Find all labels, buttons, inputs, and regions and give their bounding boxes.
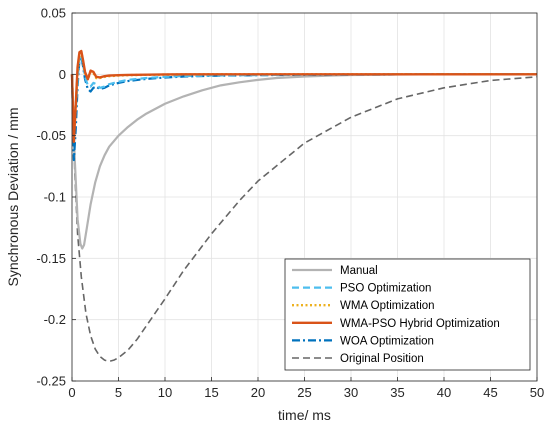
y-tick-label: -0.15 [36, 251, 66, 266]
x-tick-label: 45 [483, 385, 497, 400]
x-tick-label: 20 [251, 385, 265, 400]
x-tick-label: 5 [115, 385, 122, 400]
legend-label-5: Original Position [340, 353, 424, 365]
x-tick-label: 35 [390, 385, 404, 400]
x-tick-label: 30 [344, 385, 358, 400]
legend-label-2: WMA Optimization [340, 300, 435, 312]
tick-layer: 0 5 10 15 20 25 30 35 40 45 50 0.05 0 -0.05 -0.1 -0.15 -… [36, 6, 544, 401]
y-tick-label: 0.05 [41, 6, 66, 21]
series-line-3 [70, 49, 537, 144]
x-axis-label: time/ ms [278, 407, 331, 423]
series-line-5 [71, 74, 538, 363]
legend-label-1: PSO Optimization [340, 283, 431, 295]
legend-label-4: WOA Optimization [340, 335, 434, 347]
y-axis-label: Synchronous Deviation / mm [5, 108, 21, 287]
legend: Manual PSO Optimization WMA Optimization WM… [284, 258, 531, 371]
y-tick-label: -0.05 [36, 128, 66, 143]
legend-label-0: Manual [340, 265, 378, 277]
series-layer [70, 49, 538, 363]
x-tick-label: 15 [204, 385, 218, 400]
legend-box [284, 258, 531, 371]
x-tick-label: 50 [530, 385, 544, 400]
legend-label-3: WMA-PSO Hybrid Optimization [340, 318, 500, 330]
y-tick-label: -0.1 [44, 190, 66, 205]
y-tick-label: -0.25 [36, 374, 66, 389]
x-tick-label: 10 [158, 385, 172, 400]
x-tick-label: 40 [437, 385, 451, 400]
y-tick-label: -0.2 [44, 312, 66, 327]
x-tick-label: 25 [297, 385, 311, 400]
y-tick-label: 0 [59, 67, 66, 82]
x-tick-label: 0 [68, 385, 75, 400]
